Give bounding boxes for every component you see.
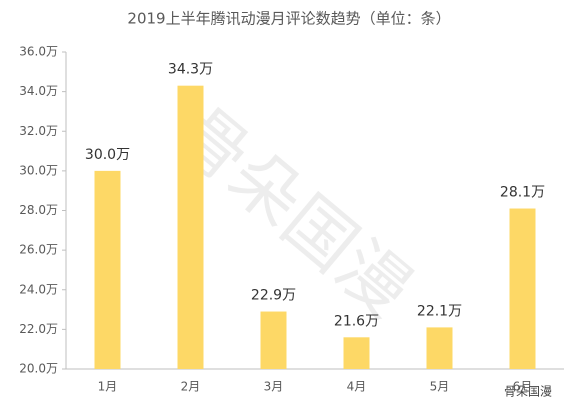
value-label: 30.0万 <box>85 147 130 163</box>
value-label: 28.1万 <box>500 185 545 201</box>
y-tick-label: 28.0万 <box>19 203 58 217</box>
value-label: 22.9万 <box>251 288 296 304</box>
bar <box>509 208 536 369</box>
y-tick-label: 30.0万 <box>19 163 58 177</box>
y-tick-label: 34.0万 <box>19 84 58 98</box>
value-label: 34.3万 <box>168 62 213 78</box>
x-tick-label: 2月 <box>181 380 201 394</box>
y-tick-label: 20.0万 <box>19 362 58 376</box>
x-tick-label: 3月 <box>264 380 284 394</box>
y-tick-label: 36.0万 <box>19 45 58 59</box>
y-tick-label: 32.0万 <box>19 124 58 138</box>
x-tick-label: 5月 <box>430 380 450 394</box>
corner-watermark: 骨朵国漫 <box>504 385 552 399</box>
y-tick-label: 22.0万 <box>19 322 58 336</box>
bar <box>343 337 370 369</box>
x-tick-label: 6月 <box>513 380 533 394</box>
x-tick-label: 1月 <box>98 380 118 394</box>
bar <box>260 311 287 369</box>
y-tick-label: 26.0万 <box>19 243 58 257</box>
bar <box>94 170 121 369</box>
chart-title: 2019上半年腾讯动漫月评论数趋势（单位：条） <box>127 10 450 28</box>
y-tick-label: 24.0万 <box>19 282 58 296</box>
value-label: 22.1万 <box>417 303 462 319</box>
x-tick-label: 4月 <box>347 380 367 394</box>
bar <box>177 85 204 370</box>
bar <box>426 327 453 369</box>
value-label: 21.6万 <box>334 313 379 329</box>
